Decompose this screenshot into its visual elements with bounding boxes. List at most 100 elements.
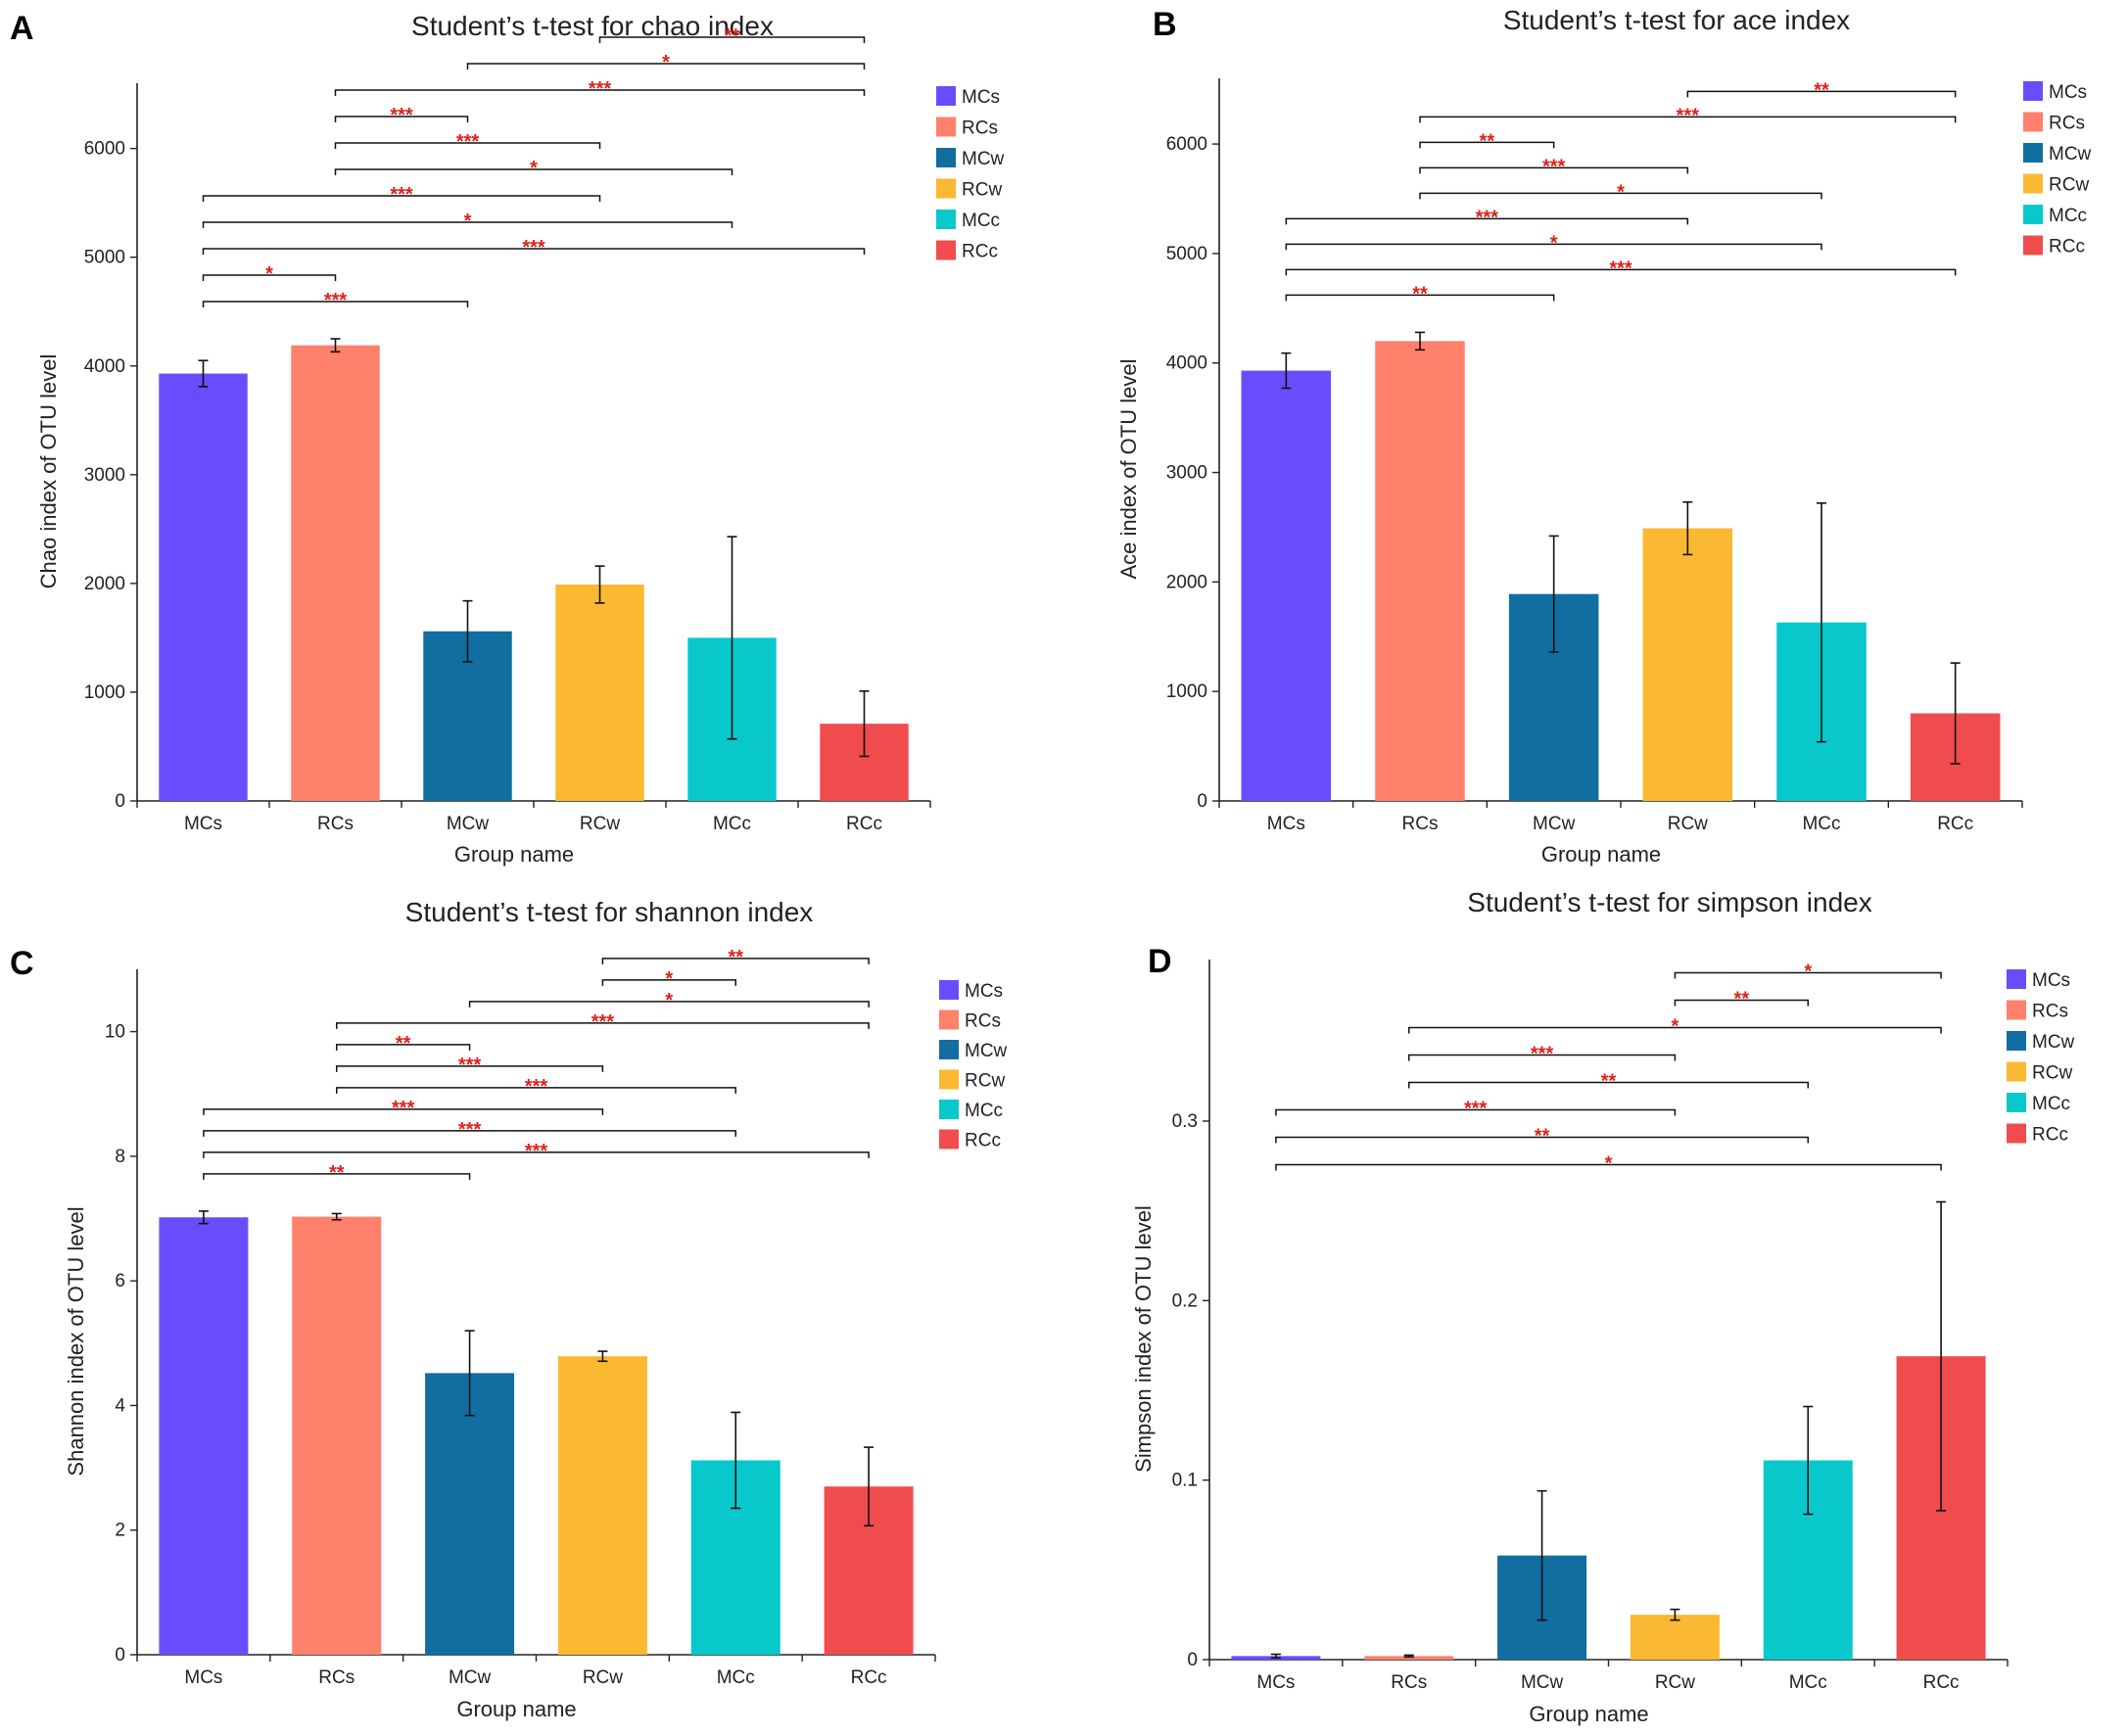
x-tick-label: RCc [1923,1672,1960,1693]
y-tick-label: 3000 [84,465,125,486]
y-tick-label: 0.3 [1172,1111,1198,1132]
bar-rcs [291,345,380,801]
significance-bracket [334,168,733,175]
x-tick-label: RCc [846,814,882,834]
legend-swatch-rcs [936,117,956,137]
y-axis-label: Shannon index of OTU level [64,1206,88,1476]
panel-d: D Student’s t-test for simpson index 0 0.1 0… [1131,887,2075,1726]
legend-label: MCc [2049,206,2087,226]
x-tick-label: RCw [583,1667,623,1688]
significance-bracket [1686,90,1957,98]
significance-bracket [466,63,866,70]
significance-bracket [1285,268,1957,276]
significance-label: *** [390,105,413,126]
x-tick-label: MCc [1789,1672,1827,1693]
y-tick-label: 2000 [1166,572,1207,592]
significance-bracket [601,958,870,964]
legend-swatch-mcw [936,148,956,167]
significance-label: * [265,263,273,285]
significance-bracket [203,1130,736,1137]
x-tick-label: MCs [184,814,222,834]
bar-rcw [555,584,644,801]
significance-bracket [1285,217,1689,225]
legend-label: MCc [965,1101,1003,1121]
panel-c: C Student’s t-test for shannon index 0 2 4 6 8… [10,897,1008,1721]
significance-label: * [1672,1016,1679,1038]
x-tick-label: MCs [184,1667,222,1688]
legend-swatch-rcw [936,178,956,199]
significance-bracket [202,195,601,202]
significance-label: * [1617,181,1625,203]
legend-swatch-rcc [939,1129,959,1150]
y-tick-label: 1000 [84,682,125,703]
legend-swatch-rcc [936,240,956,260]
panel-letter: A [10,10,34,47]
significance-bracket [1419,141,1555,149]
legend-label: RCs [2032,1002,2068,1022]
x-tick-label: RCc [851,1667,887,1688]
panel-letter: B [1153,6,1177,43]
chart-title: Student’s t-test for shannon index [405,897,814,927]
significance-bracket [202,274,337,281]
legend-label: RCw [965,1071,1005,1092]
significance-bracket [1408,1026,1942,1034]
significance-bracket [468,1001,870,1008]
significance-label: * [662,52,670,73]
chart-title: Student’s t-test for ace index [1503,5,1850,35]
panel-b: B Student’s t-test for ace index 0 1000 2000… [1116,5,2092,867]
significance-bracket [1419,116,1957,123]
legend-swatch-rcw [939,1069,959,1090]
bar-rcw [1642,528,1733,801]
significance-label: ** [1412,283,1428,305]
significance-bracket [202,221,733,228]
significance-label: *** [525,1076,548,1098]
significance-bracket [601,979,736,986]
legend-swatch-mcs [2007,969,2026,989]
x-tick-label: MCc [1802,814,1840,834]
bar-rcw [557,1356,647,1655]
bar-rcw [1630,1615,1720,1660]
significance-bracket [1285,243,1822,251]
y-tick-label: 2 [115,1521,125,1541]
y-tick-label: 10 [105,1022,125,1043]
significance-label: *** [525,1141,548,1162]
significance-label: *** [392,1098,415,1119]
legend-swatch-mcw [2007,1031,2026,1051]
legend-label: MCs [962,87,1000,108]
significance-label: *** [390,184,413,206]
significance-label: *** [1464,1099,1488,1120]
x-tick-label: MCs [1256,1672,1295,1693]
significance-label: *** [591,1011,615,1033]
significance-label: *** [1476,207,1499,228]
significance-label: *** [456,131,480,153]
x-tick-label: RCs [1402,814,1439,834]
legend-swatch-mcc [2023,205,2043,224]
significance-label: ** [1734,989,1750,1010]
significance-bracket [203,1173,471,1180]
legend-swatch-rcc [2007,1123,2026,1144]
x-tick-label: MCw [447,814,490,834]
legend-label: RCc [962,242,998,262]
significance-label: * [665,968,673,990]
significance-label: *** [589,78,612,100]
significance-label: * [1804,962,1812,983]
y-tick-label: 4 [115,1395,125,1416]
y-tick-label: 8 [115,1147,125,1167]
bar-rcs [1375,341,1465,801]
significance-label: ** [1535,1126,1550,1148]
significance-bracket [1275,1108,1677,1116]
legend-swatch-rcc [2023,235,2043,256]
bar-rcs [292,1216,382,1655]
bar-mcw [425,1373,515,1655]
significance-bracket [334,116,469,122]
significance-label: *** [458,1055,482,1076]
significance-bracket [1275,1163,1942,1171]
chart-title: Student’s t-test for simpson index [1467,887,1871,917]
significance-bracket [202,248,866,255]
legend-swatch-rcs [2007,1000,2026,1020]
significance-label: *** [522,237,545,258]
x-tick-label: MCc [717,1667,755,1688]
significance-label: *** [1531,1044,1554,1065]
significance-label: * [1550,232,1558,254]
y-tick-label: 0 [1197,791,1207,812]
